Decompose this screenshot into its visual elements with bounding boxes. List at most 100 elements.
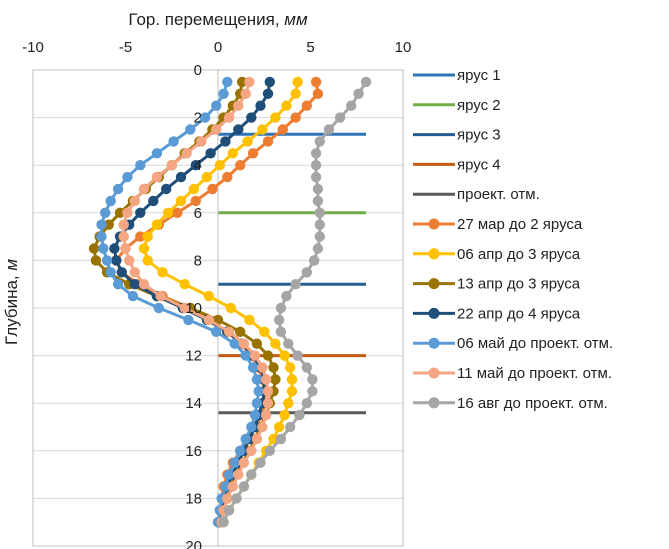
data-point: [229, 338, 240, 349]
data-point: [314, 231, 325, 242]
legend-marker: [428, 307, 440, 319]
legend-item: 27 мар до 2 яруса: [413, 216, 583, 233]
data-point: [246, 469, 257, 480]
data-point: [279, 350, 290, 361]
data-point: [262, 136, 274, 147]
data-point: [290, 88, 301, 100]
data-point: [309, 255, 320, 266]
data-point: [190, 195, 201, 207]
data-point: [240, 88, 251, 100]
data-point: [310, 171, 322, 183]
legend-item: ярус 1: [413, 67, 501, 84]
data-point: [236, 76, 248, 88]
data-point: [270, 374, 281, 385]
data-point: [246, 112, 257, 123]
data-point: [205, 148, 216, 159]
data-point: [233, 469, 244, 480]
data-point: [118, 231, 129, 242]
y-tick-label: 0: [194, 62, 202, 79]
data-point: [257, 124, 268, 135]
y-tick-label: 4: [194, 157, 202, 174]
data-point: [301, 398, 312, 409]
legend-label: ярус 1: [457, 67, 501, 84]
data-point: [222, 493, 233, 504]
y-tick-label: 8: [194, 252, 202, 269]
legend-label: 13 апр до 3 яруса: [457, 276, 581, 293]
data-point: [262, 350, 274, 361]
data-point: [264, 76, 275, 88]
x-tick-label: 5: [306, 39, 314, 56]
data-point: [211, 100, 222, 111]
legend-item: 11 май до проект. отм.: [413, 365, 612, 382]
data-point: [270, 338, 281, 349]
data-point: [307, 374, 318, 385]
data-point: [292, 76, 303, 88]
data-point: [275, 302, 287, 314]
data-point: [285, 421, 296, 433]
data-point: [281, 290, 292, 302]
data-point: [268, 362, 279, 373]
data-point: [312, 195, 324, 207]
data-point: [283, 338, 294, 349]
data-point: [275, 433, 287, 445]
data-point: [103, 219, 115, 230]
data-point: [207, 183, 218, 195]
data-point: [120, 243, 131, 254]
data-point: [96, 219, 107, 230]
data-point: [223, 505, 235, 516]
data-point: [225, 302, 237, 314]
legend-item: проект. отм.: [413, 186, 540, 203]
data-point: [142, 255, 153, 266]
data-point: [273, 421, 285, 433]
data-point: [307, 386, 318, 397]
data-point: [112, 279, 124, 290]
data-point: [257, 421, 268, 433]
data-point: [249, 350, 261, 361]
legend-label: 27 мар до 2 яруса: [457, 216, 583, 233]
data-point: [242, 136, 253, 147]
y-tick-label: 12: [185, 348, 202, 365]
data-point: [334, 112, 346, 123]
data-point: [188, 183, 200, 195]
data-point: [260, 409, 272, 421]
data-point: [259, 326, 270, 337]
data-point: [129, 195, 140, 207]
legend-marker: [428, 278, 440, 290]
data-point: [283, 398, 294, 409]
y-axis-title-unit: м: [2, 259, 21, 271]
x-tick-labels: -10 -5 0 5 10: [22, 39, 411, 56]
data-point: [151, 219, 163, 230]
data-point: [138, 183, 150, 195]
data-point: [175, 195, 187, 207]
data-point: [168, 136, 179, 147]
data-point: [227, 481, 238, 492]
data-point: [122, 171, 133, 183]
y-tick-label: 2: [194, 110, 202, 127]
data-point: [353, 88, 364, 100]
data-point: [155, 290, 166, 302]
legend-marker: [428, 248, 440, 260]
data-point: [172, 207, 183, 218]
data-point: [111, 255, 122, 266]
data-point: [301, 362, 312, 373]
legend-item: ярус 3: [413, 127, 501, 144]
y-axis-title: Глубина, м: [2, 259, 21, 345]
data-point: [233, 124, 244, 135]
data-point: [312, 88, 324, 100]
data-point: [201, 171, 213, 183]
data-point: [135, 207, 146, 218]
data-point: [114, 207, 126, 218]
data-point: [273, 314, 285, 326]
x-tick-label: -5: [119, 39, 132, 56]
legend-marker: [428, 218, 440, 230]
data-point: [203, 314, 214, 326]
legend-label: 22 апр до 4 яруса: [457, 305, 581, 322]
data-point: [100, 207, 111, 218]
legend-marker: [428, 367, 440, 379]
data-point: [246, 421, 257, 433]
data-point: [231, 493, 242, 504]
data-point: [175, 171, 187, 183]
data-point: [247, 148, 259, 159]
data-point: [135, 160, 146, 171]
y-axis-title-main: Глубина,: [2, 271, 21, 345]
